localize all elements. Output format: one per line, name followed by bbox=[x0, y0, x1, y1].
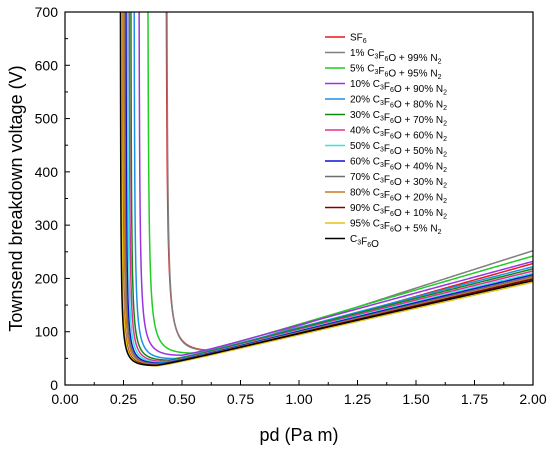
x-tick-label: 1.50 bbox=[402, 391, 429, 407]
x-tick-label: 0.00 bbox=[51, 391, 78, 407]
series-line-7 bbox=[126, 12, 533, 364]
x-tick-label: 1.25 bbox=[344, 391, 371, 407]
y-tick-label: 100 bbox=[35, 324, 59, 340]
legend-label-5: 30% C3F6O + 70% N2 bbox=[350, 110, 447, 128]
legend-label-8: 60% C3F6O + 40% N2 bbox=[350, 157, 447, 175]
x-axis: 0.00 0.25 0.50 0.75 1.00 1.25 1.50 1.75 2.00 bbox=[51, 380, 547, 407]
y-tick-label: 0 bbox=[50, 377, 58, 393]
series-line-12 bbox=[120, 12, 533, 367]
y-tick-label: 600 bbox=[35, 57, 59, 73]
legend-label-2: 5% C3F6O + 95% N2 bbox=[350, 64, 442, 82]
legend-label-7: 50% C3F6O + 50% N2 bbox=[350, 141, 447, 159]
series-line-8 bbox=[125, 12, 533, 364]
legend-label-10: 80% C3F6O + 20% N2 bbox=[350, 188, 447, 206]
y-tick-label: 400 bbox=[35, 164, 59, 180]
legend: SF6 1% C3F6O + 99% N25% C3F6O + 95% N210%… bbox=[325, 33, 447, 250]
series-line-10 bbox=[122, 12, 533, 366]
series-line-9 bbox=[124, 12, 533, 365]
legend-label-1: 1% C3F6O + 99% N2 bbox=[350, 48, 442, 66]
series-line-4 bbox=[133, 12, 533, 360]
legend-label-11: 90% C3F6O + 10% N2 bbox=[350, 203, 447, 221]
x-tick-label: 0.75 bbox=[227, 391, 254, 407]
series-lines bbox=[119, 12, 533, 367]
x-tick-label: 0.50 bbox=[168, 391, 195, 407]
series-line-5 bbox=[130, 12, 533, 361]
legend-label-4: 20% C3F6O + 80% N2 bbox=[350, 95, 447, 113]
series-line-11 bbox=[121, 12, 533, 366]
series-line-6 bbox=[128, 12, 533, 363]
legend-label-6: 40% C3F6O + 60% N2 bbox=[350, 126, 447, 144]
series-line-13 bbox=[119, 12, 533, 367]
y-tick-label: 200 bbox=[35, 270, 59, 286]
x-axis-title: pd (Pa m) bbox=[259, 425, 338, 445]
y-tick-label: 300 bbox=[35, 217, 59, 233]
y-tick-label: 700 bbox=[35, 4, 59, 20]
series-line-3 bbox=[138, 12, 533, 356]
legend-label-12: 95% C3F6O + 5% N2 bbox=[350, 219, 442, 237]
x-tick-label: 1.00 bbox=[285, 391, 312, 407]
legend-label-9: 70% C3F6O + 30% N2 bbox=[350, 172, 447, 190]
y-tick-label: 500 bbox=[35, 111, 59, 127]
x-tick-label: 0.25 bbox=[110, 391, 137, 407]
legend-label-13: C3F6O bbox=[350, 234, 379, 250]
legend-label-0: SF6 bbox=[350, 33, 367, 46]
legend-label-3: 10% C3F6O + 90% N2 bbox=[350, 79, 447, 97]
x-tick-label: 2.00 bbox=[519, 391, 546, 407]
x-tick-label: 1.75 bbox=[461, 391, 488, 407]
y-axis-title: Townsend breakdown voltage (V) bbox=[6, 65, 26, 331]
y-axis: 0 100 200 300 400 500 600 700 bbox=[35, 4, 70, 393]
